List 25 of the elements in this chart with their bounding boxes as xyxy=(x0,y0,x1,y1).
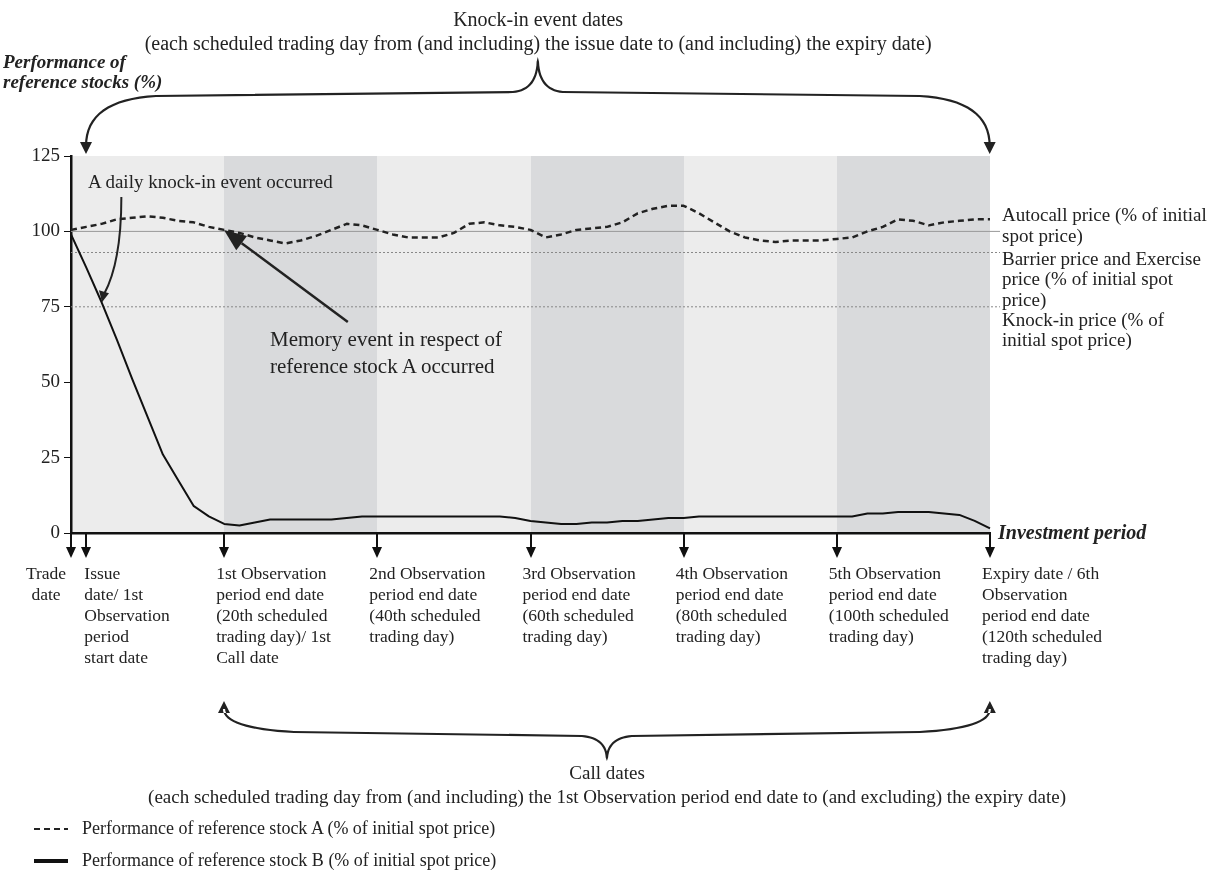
x-axis-title: Investment period xyxy=(998,521,1147,544)
y-tick-label: 25 xyxy=(41,445,60,467)
text: 5th Observation period end date (100th scheduled trading day) xyxy=(828,563,950,647)
y-tick-label: 100 xyxy=(31,219,60,241)
annotation: A daily knock-in event occurred xyxy=(88,171,333,193)
chart-title: Knock-in event dates xyxy=(452,8,625,31)
text: Trade date xyxy=(24,563,68,605)
text: 1st Observation period end date (20th scheduled trading day)/ 1st Call date xyxy=(216,563,332,668)
legend-label: Performance of reference stock A (% of initial spot price) xyxy=(82,818,496,839)
text: Call dates xyxy=(568,762,646,784)
legend-label: Performance of reference stock B (% of initial spot price) xyxy=(82,850,497,871)
y-tick-label: 0 xyxy=(50,520,60,542)
text: Issue date/ 1st Observation period start date xyxy=(84,563,170,668)
annotation: Memory event in respect of reference stock A occurred xyxy=(270,326,504,380)
text: 3rd Observation period end date (60th scheduled trading day) xyxy=(522,563,637,647)
y-tick-label: 75 xyxy=(41,294,60,316)
ref-line-label: Autocall price (% of initial spot price) xyxy=(1002,204,1207,247)
y-tick-label: 125 xyxy=(31,143,60,165)
text: 2nd Observation period end date (40th scheduled trading day) xyxy=(369,563,487,647)
text: 4th Observation period end date (80th scheduled trading day) xyxy=(675,563,789,647)
text: Expiry date / 6th Observation period end date (120th scheduled trading day) xyxy=(982,563,1104,668)
y-tick-label: 50 xyxy=(41,370,60,392)
ref-line-label: Barrier price and Exercise price (% of initial spot price) xyxy=(1002,247,1202,310)
chart-subtitle: (each scheduled trading day from (and including) the issue date to (and including) the expiry date) xyxy=(144,32,932,54)
text: (each scheduled trading day from (and including) the 1st Observation period end date to (and excluding) the expiry date) xyxy=(147,786,1068,808)
